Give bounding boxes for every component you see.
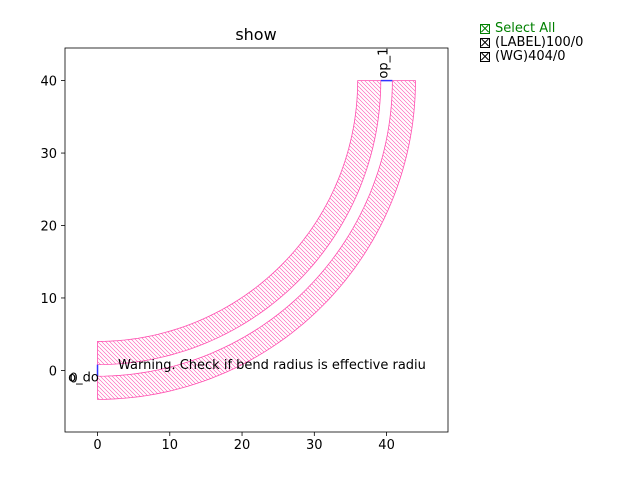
checkbox-icon[interactable] — [480, 52, 490, 62]
y-tick-label: 0 — [49, 364, 57, 379]
annotation-warning: Warning. Check if bend radius is effecti… — [118, 358, 426, 373]
x-tick-label: 20 — [234, 438, 251, 453]
checkbox-icon[interactable] — [480, 38, 490, 48]
waveguide-inner-arm — [97, 80, 382, 366]
waveguide-outer-arm — [97, 80, 416, 400]
y-tick-label: 10 — [40, 292, 57, 307]
legend-label: (WG)404/0 — [495, 49, 566, 64]
port-label-o1: o_do — [68, 370, 99, 385]
checkbox-icon[interactable] — [480, 24, 490, 34]
legend-label: (LABEL)100/0 — [495, 35, 584, 50]
legend-layer-label[interactable]: (LABEL)100/0 — [480, 36, 583, 50]
legend-label: Select All — [495, 21, 556, 36]
legend-layer-wg[interactable]: (WG)404/0 — [480, 50, 583, 64]
x-tick-label: 30 — [306, 438, 323, 453]
axes-frame — [64, 47, 449, 433]
y-tick-label: 30 — [40, 147, 57, 162]
axis-ticks: 0 10 20 30 40 0 10 20 30 40 — [40, 75, 394, 453]
y-tick-label: 40 — [40, 75, 57, 90]
plot-area — [96, 79, 416, 400]
port-label-o2: op_1 — [377, 48, 392, 79]
x-tick-label: 10 — [162, 438, 179, 453]
plot-title: show — [235, 25, 276, 44]
y-tick-label: 20 — [40, 220, 57, 235]
x-tick-label: 40 — [378, 438, 395, 453]
tick-stub-label: 0 — [70, 371, 78, 386]
layer-legend: Select All (LABEL)100/0 (WG)404/0 — [480, 22, 583, 64]
legend-select-all[interactable]: Select All — [480, 22, 583, 36]
x-tick-label: 0 — [93, 438, 101, 453]
